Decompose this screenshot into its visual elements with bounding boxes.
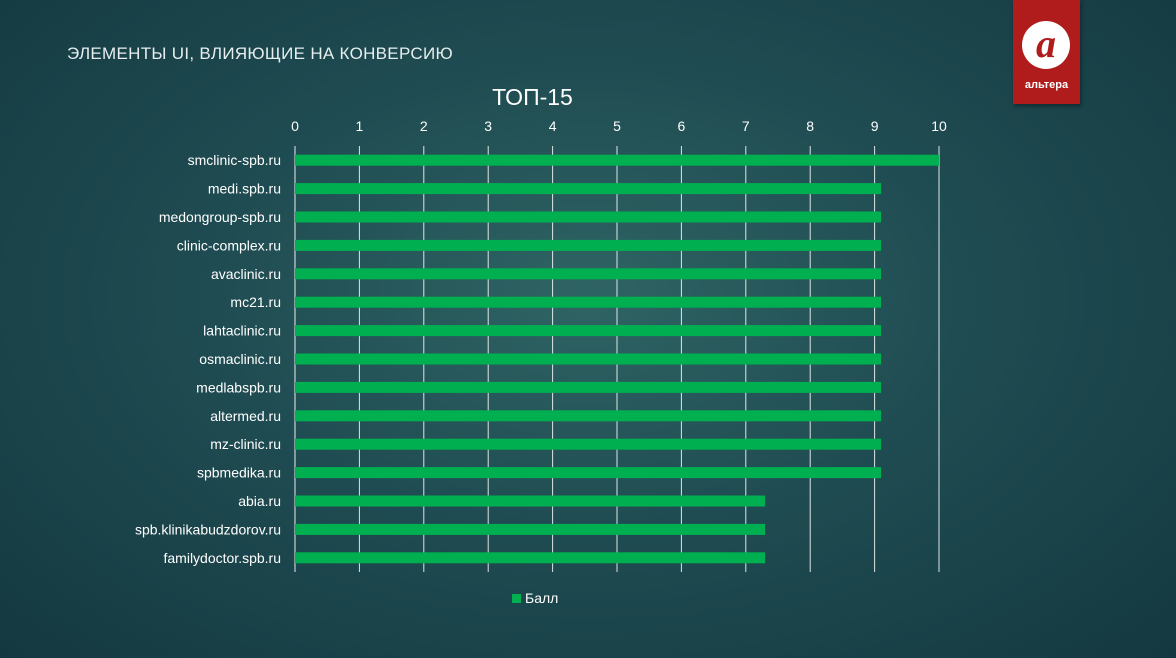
bar <box>295 239 882 251</box>
slide-title: ЭЛЕМЕНТЫ UI, ВЛИЯЮЩИЕ НА КОНВЕРСИЮ <box>67 44 453 63</box>
category-label: avaclinic.ru <box>211 266 281 282</box>
category-label: abia.ru <box>238 493 281 509</box>
chart-title: ТОП-15 <box>492 84 573 110</box>
bar <box>295 296 882 308</box>
x-tick-label: 6 <box>678 118 686 134</box>
bar <box>295 523 766 535</box>
category-label: familydoctor.spb.ru <box>164 550 282 566</box>
category-label: medongroup-spb.ru <box>159 209 281 225</box>
bar <box>295 438 882 450</box>
bar <box>295 211 882 223</box>
legend-swatch <box>512 593 521 603</box>
logo-text: альтера <box>1024 79 1069 91</box>
bar <box>295 268 882 280</box>
x-tick-label: 5 <box>613 118 621 134</box>
x-tick-label: 3 <box>484 118 492 134</box>
chart-legend: Балл <box>512 590 558 606</box>
bar <box>295 381 882 393</box>
bar <box>295 353 882 365</box>
x-tick-label: 10 <box>931 118 947 134</box>
altera-logo[interactable]: а альтера <box>1013 0 1080 104</box>
x-tick-label: 2 <box>420 118 428 134</box>
bar <box>295 183 882 195</box>
x-tick-label: 8 <box>806 118 814 134</box>
x-tick-label: 0 <box>291 118 299 134</box>
category-label: medlabspb.ru <box>196 379 281 395</box>
x-tick-label: 4 <box>549 118 557 134</box>
category-label: spbmedika.ru <box>197 465 281 481</box>
category-label: mz-clinic.ru <box>210 436 281 452</box>
category-label: mc21.ru <box>230 294 281 310</box>
bar <box>295 552 766 564</box>
bar <box>295 154 939 166</box>
category-label: smclinic-spb.ru <box>188 152 281 168</box>
category-label: clinic-complex.ru <box>177 237 281 253</box>
x-tick-label: 1 <box>356 118 364 134</box>
category-label: osmaclinic.ru <box>199 351 281 367</box>
logo-mark: а <box>1022 21 1070 69</box>
bar <box>295 325 882 337</box>
bar <box>295 410 882 422</box>
x-tick-label: 9 <box>871 118 879 134</box>
category-label: medi.spb.ru <box>208 181 281 197</box>
bar <box>295 495 766 507</box>
legend-label: Балл <box>525 590 559 606</box>
bar <box>295 467 882 479</box>
category-label: spb.klinikabudzdorov.ru <box>135 521 281 537</box>
category-label: altermed.ru <box>210 408 281 424</box>
category-label: lahtaclinic.ru <box>203 323 281 339</box>
x-tick-label: 7 <box>742 118 750 134</box>
